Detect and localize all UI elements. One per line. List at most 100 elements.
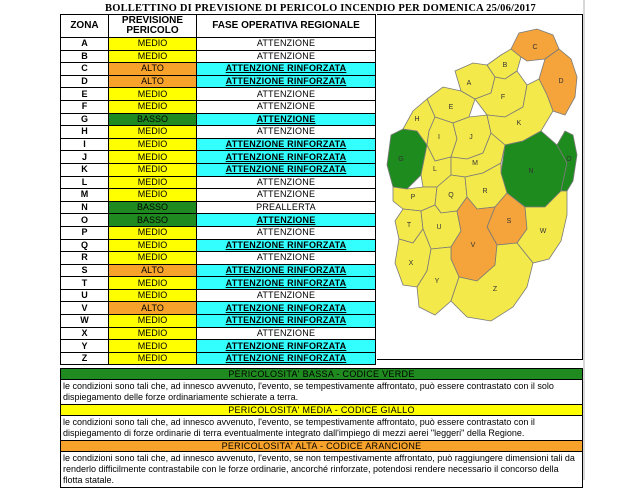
cell-fase: ATTENZIONE — [196, 125, 376, 139]
table-row: F MEDIO ATTENZIONE — [60, 99, 376, 114]
cell-previsione: MEDIO — [108, 175, 197, 190]
cell-previsione: ALTO — [108, 263, 197, 278]
cell-fase: ATTENZIONE RINFORZATA — [196, 263, 376, 278]
table-row: V ALTO ATTENZIONE RINFORZATA — [60, 301, 376, 316]
cell-zona: F — [60, 99, 109, 114]
map-zone-v — [450, 196, 498, 282]
cell-fase: ATTENZIONE RINFORZATA — [196, 162, 376, 177]
cell-zona: R — [60, 251, 109, 265]
table-row: U MEDIO ATTENZIONE — [60, 288, 376, 303]
map-zone-label: X — [409, 260, 414, 267]
cell-zona: S — [60, 263, 109, 278]
bulletin-title: BOLLETTINO DI PREVISIONE DI PERICOLO INC… — [105, 3, 536, 14]
table-row: R MEDIO ATTENZIONE — [60, 251, 376, 265]
table-row: C ALTO ATTENZIONE RINFORZATA — [60, 62, 376, 76]
cell-fase: ATTENZIONE RINFORZATA — [196, 150, 376, 164]
cell-fase: ATTENZIONE RINFORZATA — [196, 238, 376, 253]
cell-previsione: MEDIO — [108, 162, 197, 177]
cell-fase: ATTENZIONE — [196, 112, 376, 127]
map-zone-label: E — [449, 104, 454, 111]
map-zone-label: T — [407, 222, 412, 229]
legend-text-alto: le condizioni sono tali che, ad innesco … — [63, 453, 575, 485]
cell-fase: ATTENZIONE RINFORZATA — [196, 351, 376, 366]
legend-text-basso: le condizioni sono tali che, ad innesco … — [61, 380, 582, 405]
table-row: L MEDIO ATTENZIONE — [60, 175, 376, 190]
cell-previsione: MEDIO — [108, 137, 197, 152]
map-zone-g — [386, 128, 428, 190]
map-zone-label: Z — [493, 286, 498, 293]
map-zone-label: R — [482, 188, 487, 195]
sardinia-map-svg: A B C D E F G H I J K L M N O P Q R S T U V W X Y Z — [386, 28, 578, 322]
cell-fase: ATTENZIONE — [196, 326, 376, 341]
cell-zona: C — [60, 62, 109, 76]
cell-previsione: MEDIO — [108, 314, 197, 328]
map-zone-label: Y — [435, 278, 440, 285]
forecast-table: ZONA PREVISIONE PERICOLO FASE OPERATIVA … — [60, 14, 376, 366]
cell-fase: ATTENZIONE — [196, 288, 376, 303]
map-zone-label: U — [436, 224, 441, 231]
cell-fase: ATTENZIONE RINFORZATA — [196, 276, 376, 290]
cell-fase: PREALLERTA — [196, 200, 376, 215]
cell-fase: ATTENZIONE RINFORZATA — [196, 339, 376, 353]
cell-fase: ATTENZIONE RINFORZATA — [196, 137, 376, 152]
cell-previsione: BASSO — [108, 213, 197, 227]
table-row: O BASSO ATTENZIONE — [60, 213, 376, 227]
bulletin-sheet: BOLLETTINO DI PREVISIONE DI PERICOLO INC… — [58, 0, 583, 488]
map-zone-label: B — [503, 62, 508, 69]
cell-previsione: MEDIO — [108, 326, 197, 341]
map-zone-label: A — [467, 80, 472, 87]
cell-zona: M — [60, 188, 109, 202]
cell-zona: V — [60, 301, 109, 316]
cell-fase: ATTENZIONE RINFORZATA — [196, 314, 376, 328]
cell-previsione: MEDIO — [108, 276, 197, 290]
cell-previsione: MEDIO — [108, 49, 197, 64]
legend-head-alto: PERICOLOSITA' ALTA - CODICE ARANCIONE — [61, 441, 582, 452]
table-row: H MEDIO ATTENZIONE — [60, 125, 376, 139]
header-previsione: PREVISIONE PERICOLO — [108, 14, 197, 38]
table-row: P MEDIO ATTENZIONE — [60, 225, 376, 240]
map-zone-y — [416, 246, 460, 316]
cell-previsione: ALTO — [108, 62, 197, 76]
cell-zona: K — [60, 162, 109, 177]
table-row: Z MEDIO ATTENZIONE RINFORZATA — [60, 351, 376, 366]
table-row: B MEDIO ATTENZIONE — [60, 49, 376, 64]
cell-fase: ATTENZIONE — [196, 37, 376, 51]
cell-previsione: MEDIO — [108, 251, 197, 265]
table-row: S ALTO ATTENZIONE RINFORZATA — [60, 263, 376, 278]
cell-fase: ATTENZIONE RINFORZATA — [196, 62, 376, 76]
table-header-row: ZONA PREVISIONE PERICOLO FASE OPERATIVA … — [60, 14, 376, 38]
cell-fase: ATTENZIONE — [196, 99, 376, 114]
cell-zona: Q — [60, 238, 109, 253]
map-zone-label: F — [501, 94, 505, 101]
cell-fase: ATTENZIONE — [196, 188, 376, 202]
cell-fase: ATTENZIONE — [196, 87, 376, 101]
table-row: D ALTO ATTENZIONE RINFORZATA — [60, 74, 376, 89]
cell-zona: O — [60, 213, 109, 227]
table-row: T MEDIO ATTENZIONE RINFORZATA — [60, 276, 376, 290]
map-zone-label: K — [517, 120, 522, 127]
map-zone-label: W — [540, 228, 547, 235]
cell-previsione: MEDIO — [108, 225, 197, 240]
legend-head-medio: PERICOLOSITA' MEDIA - CODICE GIALLO — [61, 405, 582, 416]
cell-zona: X — [60, 326, 109, 341]
cell-previsione: BASSO — [108, 200, 197, 215]
map-zone-label: C — [532, 44, 537, 51]
cell-fase: ATTENZIONE RINFORZATA — [196, 74, 376, 89]
cell-previsione: MEDIO — [108, 288, 197, 303]
table-row: M MEDIO ATTENZIONE — [60, 188, 376, 202]
cell-fase: ATTENZIONE RINFORZATA — [196, 301, 376, 316]
cell-fase: ATTENZIONE — [196, 251, 376, 265]
cell-zona: L — [60, 175, 109, 190]
cell-zona: A — [60, 37, 109, 51]
map-zone-z — [450, 242, 534, 322]
cell-previsione: MEDIO — [108, 87, 197, 101]
cell-previsione: ALTO — [108, 301, 197, 316]
map-zone-label: S — [507, 218, 512, 225]
cell-zona: H — [60, 125, 109, 139]
page-edge — [583, 0, 585, 480]
map-zone-label: N — [528, 168, 533, 175]
cell-previsione: MEDIO — [108, 339, 197, 353]
table-row: N BASSO PREALLERTA — [60, 200, 376, 215]
table-row: W MEDIO ATTENZIONE RINFORZATA — [60, 314, 376, 328]
map-zone-label: D — [558, 78, 563, 85]
